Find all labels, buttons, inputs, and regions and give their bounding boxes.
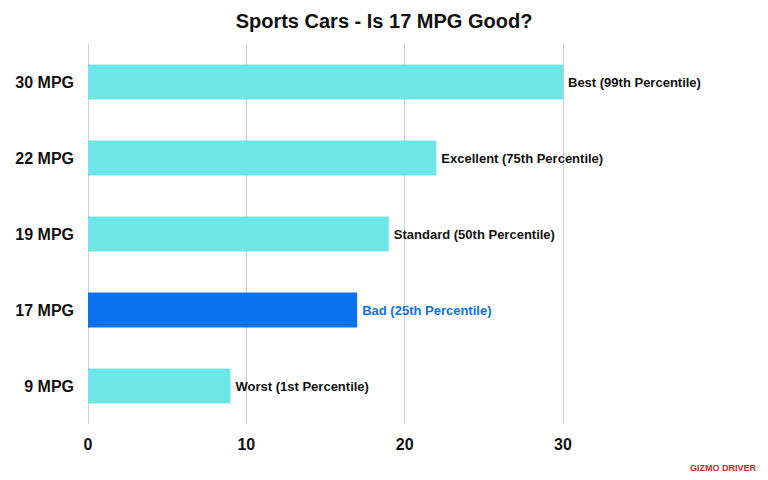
svg-text:30 MPG: 30 MPG <box>15 74 74 91</box>
svg-text:Standard (50th Percentile): Standard (50th Percentile) <box>394 227 555 242</box>
svg-text:19 MPG: 19 MPG <box>15 226 74 243</box>
svg-text:22 MPG: 22 MPG <box>15 150 74 167</box>
svg-text:Best (99th Percentile): Best (99th Percentile) <box>568 75 701 90</box>
svg-text:9 MPG: 9 MPG <box>24 378 74 395</box>
svg-text:10: 10 <box>237 436 255 453</box>
svg-text:Sports Cars - Is 17 MPG Good?: Sports Cars - Is 17 MPG Good? <box>236 10 533 32</box>
svg-text:17 MPG: 17 MPG <box>15 302 74 319</box>
svg-text:0: 0 <box>84 436 93 453</box>
svg-text:20: 20 <box>396 436 414 453</box>
svg-text:30: 30 <box>554 436 572 453</box>
svg-text:GIZMO DRIVER: GIZMO DRIVER <box>690 463 757 473</box>
svg-text:Bad (25th Percentile): Bad (25th Percentile) <box>362 303 491 318</box>
svg-text:Worst (1st Percentile): Worst (1st Percentile) <box>236 379 369 394</box>
svg-text:Excellent (75th Percentile): Excellent (75th Percentile) <box>441 151 603 166</box>
